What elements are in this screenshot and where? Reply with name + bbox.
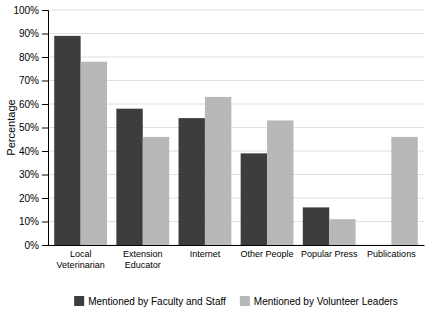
bar xyxy=(179,118,205,245)
x-tick-label-line: Extension xyxy=(123,249,163,259)
chart-svg: 0% 10% 20% 30% 40% 50% 60% 70% 80% 90% 100% LocalVe… xyxy=(0,0,432,313)
y-tick-label: 10% xyxy=(19,216,39,227)
x-tick-label: LocalVeterinarian xyxy=(57,249,105,269)
x-tick: ExtensionEducator xyxy=(123,249,163,269)
y-tick-mark xyxy=(42,81,48,82)
bar xyxy=(303,207,329,245)
x-tick: Publications xyxy=(367,249,416,259)
bar xyxy=(54,36,80,245)
y-tick: 60% xyxy=(19,99,48,110)
y-tick-label: 90% xyxy=(19,28,39,39)
legend: Mentioned by Faculty and Staff Mentioned … xyxy=(74,296,398,307)
y-tick-mark xyxy=(42,222,48,223)
legend-swatch xyxy=(240,296,250,306)
y-axis-line xyxy=(42,11,49,246)
bar-series xyxy=(54,36,329,245)
y-tick-mark xyxy=(42,104,48,105)
y-tick-mark xyxy=(42,34,48,35)
legend-label: Mentioned by Faculty and Staff xyxy=(88,296,226,307)
grid-line xyxy=(48,10,424,11)
grid-line xyxy=(48,33,424,34)
bar xyxy=(143,137,169,245)
x-tick: LocalVeterinarian xyxy=(57,249,105,269)
y-axis-title: Percentage xyxy=(5,99,17,155)
x-tick-label-line: Internet xyxy=(190,249,221,259)
y-tick-label: 0% xyxy=(25,240,40,251)
x-axis-line xyxy=(49,245,425,246)
x-tick: Other People xyxy=(241,249,294,259)
x-tick-label-line: Educator xyxy=(125,260,161,270)
bar xyxy=(391,137,417,245)
x-tick-label: Other People xyxy=(241,249,294,259)
x-axis: LocalVeterinarian ExtensionEducator Intern… xyxy=(49,246,425,270)
y-tick: 70% xyxy=(19,75,48,86)
legend-item: Mentioned by Faculty and Staff xyxy=(74,296,226,307)
y-tick-label: 80% xyxy=(19,52,39,63)
y-tick-mark xyxy=(42,175,48,176)
bar-series xyxy=(81,62,418,245)
bar xyxy=(205,97,231,245)
x-tick-label: Popular Press xyxy=(301,249,358,259)
y-tick-label: 100% xyxy=(13,5,39,16)
bar xyxy=(329,219,355,245)
x-tick-label-line: Local xyxy=(70,249,92,259)
y-tick: 100% xyxy=(13,5,48,16)
bar xyxy=(267,120,293,245)
plot-area: 0% 10% 20% 30% 40% 50% 60% 70% 80% 90% 100% LocalVe… xyxy=(13,5,424,270)
y-tick: 30% xyxy=(19,169,48,180)
x-tick-label-line: Popular Press xyxy=(301,249,358,259)
legend-label: Mentioned by Volunteer Leaders xyxy=(254,296,398,307)
grid xyxy=(48,10,424,245)
y-tick-mark xyxy=(42,128,48,129)
chart-container: 0% 10% 20% 30% 40% 50% 60% 70% 80% 90% 100% LocalVe… xyxy=(0,0,432,313)
y-tick-mark xyxy=(42,198,48,199)
y-tick: 90% xyxy=(19,28,48,39)
y-tick-label: 60% xyxy=(19,99,39,110)
bar xyxy=(241,153,267,245)
y-tick-mark xyxy=(42,10,48,11)
y-tick-label: 20% xyxy=(19,193,39,204)
y-tick-mark xyxy=(42,245,48,246)
y-tick-label: 30% xyxy=(19,169,39,180)
y-tick: 20% xyxy=(19,193,48,204)
y-tick-mark xyxy=(42,151,48,152)
bar xyxy=(81,62,107,245)
x-tick-label-line: Veterinarian xyxy=(57,260,105,270)
x-tick-label-line: Other People xyxy=(241,249,294,259)
y-tick-label: 40% xyxy=(19,146,39,157)
y-tick: 50% xyxy=(19,122,48,133)
x-tick-label: ExtensionEducator xyxy=(123,249,163,269)
y-tick-label: 70% xyxy=(19,75,39,86)
x-tick-label: Internet xyxy=(190,249,221,259)
bar xyxy=(116,109,142,245)
legend-item: Mentioned by Volunteer Leaders xyxy=(240,296,398,307)
x-tick-label-line: Publications xyxy=(367,249,416,259)
y-tick: 0% xyxy=(25,240,48,251)
x-tick: Popular Press xyxy=(301,249,358,259)
y-tick: 10% xyxy=(19,216,48,227)
x-tick-label: Publications xyxy=(367,249,416,259)
y-axis: 0% 10% 20% 30% 40% 50% 60% 70% 80% 90% 100% xyxy=(13,5,48,251)
y-tick-mark xyxy=(42,57,48,58)
legend-swatch xyxy=(74,296,84,306)
y-tick-label: 50% xyxy=(19,122,39,133)
bar xyxy=(365,245,391,246)
bars xyxy=(54,36,418,245)
y-tick: 40% xyxy=(19,146,48,157)
grid-line xyxy=(48,57,424,58)
x-tick: Internet xyxy=(190,249,221,259)
y-tick: 80% xyxy=(19,52,48,63)
